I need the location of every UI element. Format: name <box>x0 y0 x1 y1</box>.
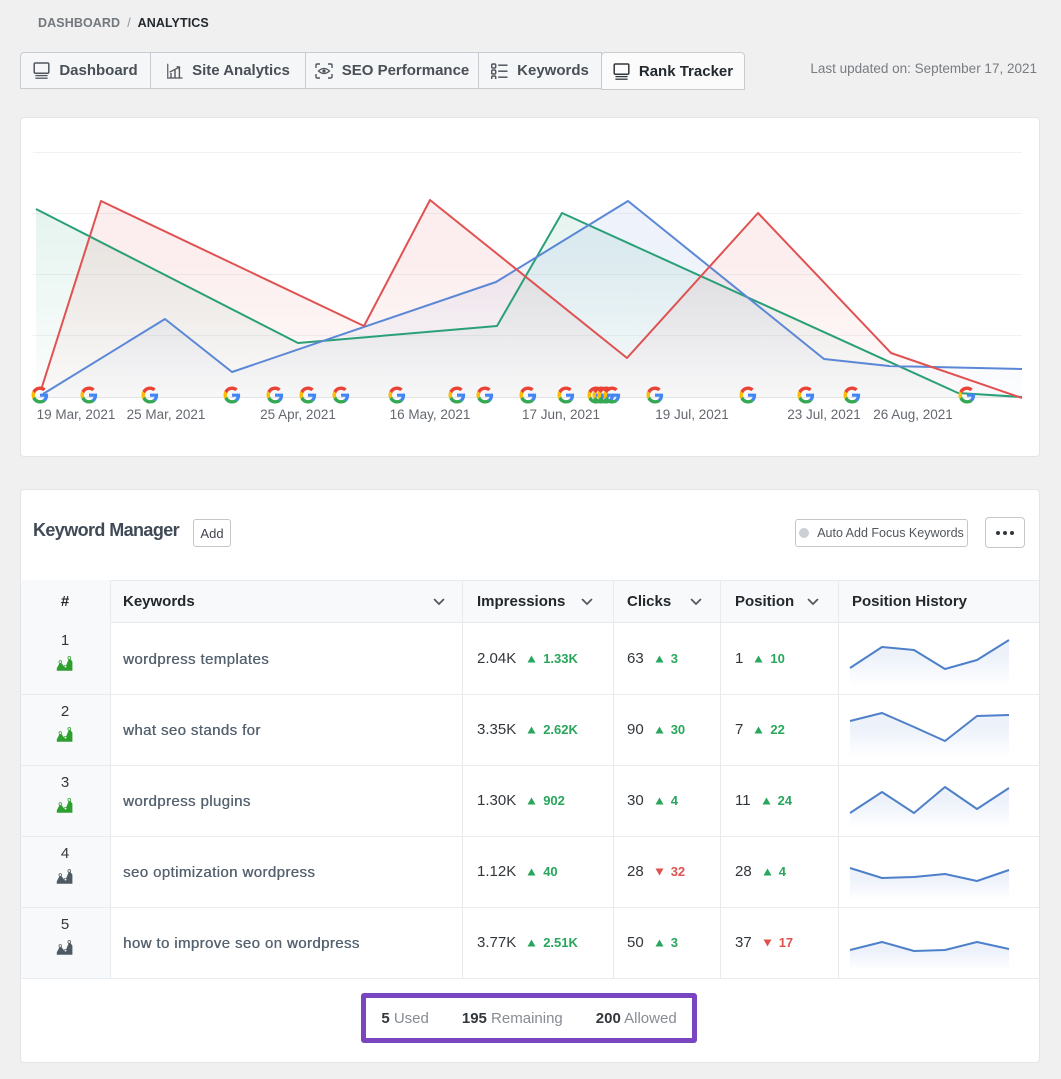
svg-text:23 Jul, 2021: 23 Jul, 2021 <box>787 407 861 422</box>
svg-text:17 Jun, 2021: 17 Jun, 2021 <box>522 407 600 422</box>
svg-text:25 Apr, 2021: 25 Apr, 2021 <box>260 407 336 422</box>
svg-text:19 Mar, 2021: 19 Mar, 2021 <box>37 407 116 422</box>
svg-text:16 May, 2021: 16 May, 2021 <box>390 407 471 422</box>
svg-text:25 Mar, 2021: 25 Mar, 2021 <box>127 407 206 422</box>
svg-text:19 Jul, 2021: 19 Jul, 2021 <box>655 407 729 422</box>
svg-text:26 Aug, 2021: 26 Aug, 2021 <box>873 407 953 422</box>
